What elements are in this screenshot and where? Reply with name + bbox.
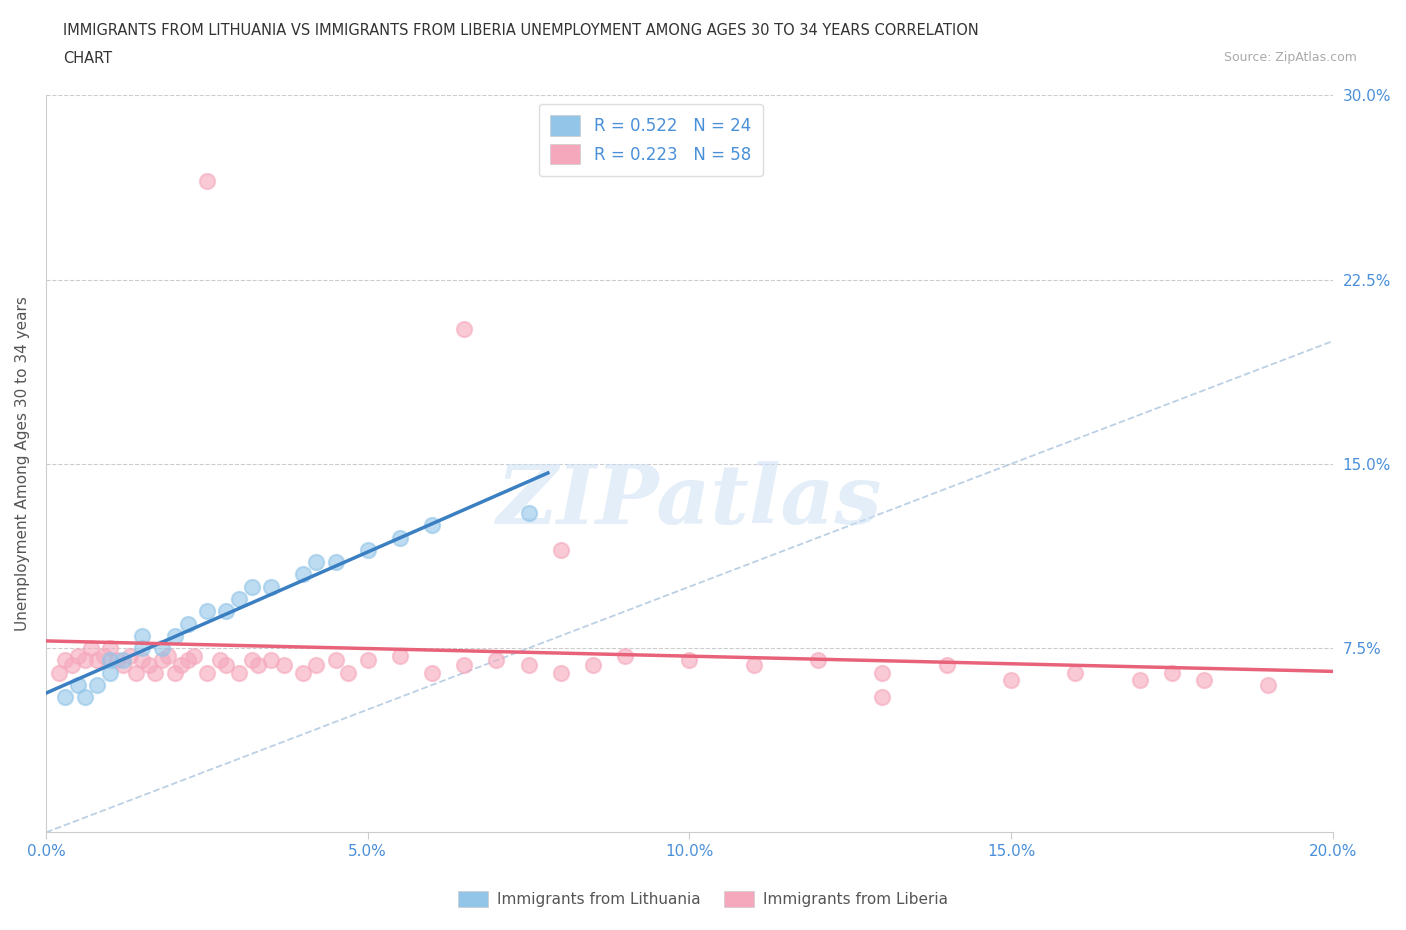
- Point: [195, 604, 218, 618]
- Point: [228, 591, 250, 606]
- Point: [67, 648, 90, 663]
- Point: [1192, 672, 1215, 687]
- Point: [1161, 665, 1184, 680]
- Point: [112, 653, 135, 668]
- Point: [517, 506, 540, 521]
- Point: [872, 690, 894, 705]
- Point: [420, 518, 443, 533]
- Point: [131, 653, 153, 668]
- Point: [143, 665, 166, 680]
- Point: [337, 665, 360, 680]
- Point: [118, 648, 141, 663]
- Point: [273, 658, 295, 672]
- Point: [807, 653, 830, 668]
- Point: [163, 665, 186, 680]
- Point: [420, 665, 443, 680]
- Point: [112, 658, 135, 672]
- Point: [150, 641, 173, 656]
- Text: ZIPatlas: ZIPatlas: [496, 460, 882, 540]
- Point: [183, 648, 205, 663]
- Y-axis label: Unemployment Among Ages 30 to 34 years: Unemployment Among Ages 30 to 34 years: [15, 297, 30, 631]
- Point: [208, 653, 231, 668]
- Point: [163, 629, 186, 644]
- Point: [678, 653, 700, 668]
- Point: [872, 665, 894, 680]
- Point: [73, 690, 96, 705]
- Point: [247, 658, 270, 672]
- Point: [98, 653, 121, 668]
- Point: [453, 658, 475, 672]
- Point: [157, 648, 180, 663]
- Point: [215, 604, 238, 618]
- Point: [357, 542, 380, 557]
- Point: [176, 617, 198, 631]
- Point: [195, 665, 218, 680]
- Point: [550, 665, 572, 680]
- Point: [240, 579, 263, 594]
- Point: [582, 658, 605, 672]
- Point: [325, 653, 347, 668]
- Point: [67, 678, 90, 693]
- Point: [325, 554, 347, 569]
- Point: [48, 665, 70, 680]
- Point: [742, 658, 765, 672]
- Point: [260, 579, 283, 594]
- Point: [53, 653, 76, 668]
- Point: [1129, 672, 1152, 687]
- Point: [453, 322, 475, 337]
- Point: [215, 658, 238, 672]
- Legend: R = 0.522   N = 24, R = 0.223   N = 58: R = 0.522 N = 24, R = 0.223 N = 58: [538, 104, 762, 176]
- Point: [935, 658, 957, 672]
- Text: Source: ZipAtlas.com: Source: ZipAtlas.com: [1223, 51, 1357, 64]
- Point: [550, 542, 572, 557]
- Point: [105, 653, 128, 668]
- Point: [1257, 678, 1279, 693]
- Point: [170, 658, 193, 672]
- Point: [517, 658, 540, 672]
- Point: [60, 658, 83, 672]
- Point: [1000, 672, 1022, 687]
- Point: [131, 629, 153, 644]
- Point: [260, 653, 283, 668]
- Point: [388, 530, 411, 545]
- Point: [305, 554, 328, 569]
- Legend: Immigrants from Lithuania, Immigrants from Liberia: Immigrants from Lithuania, Immigrants fr…: [451, 884, 955, 913]
- Point: [98, 641, 121, 656]
- Point: [80, 641, 103, 656]
- Point: [240, 653, 263, 668]
- Point: [228, 665, 250, 680]
- Point: [388, 648, 411, 663]
- Point: [357, 653, 380, 668]
- Point: [305, 658, 328, 672]
- Point: [125, 665, 148, 680]
- Point: [614, 648, 637, 663]
- Text: IMMIGRANTS FROM LITHUANIA VS IMMIGRANTS FROM LIBERIA UNEMPLOYMENT AMONG AGES 30 : IMMIGRANTS FROM LITHUANIA VS IMMIGRANTS …: [63, 23, 979, 38]
- Point: [176, 653, 198, 668]
- Point: [53, 690, 76, 705]
- Point: [485, 653, 508, 668]
- Point: [150, 653, 173, 668]
- Point: [73, 653, 96, 668]
- Point: [138, 658, 160, 672]
- Point: [292, 665, 315, 680]
- Point: [86, 653, 108, 668]
- Text: CHART: CHART: [63, 51, 112, 66]
- Point: [195, 174, 218, 189]
- Point: [93, 648, 115, 663]
- Point: [1064, 665, 1087, 680]
- Point: [98, 665, 121, 680]
- Point: [131, 641, 153, 656]
- Point: [292, 567, 315, 582]
- Point: [86, 678, 108, 693]
